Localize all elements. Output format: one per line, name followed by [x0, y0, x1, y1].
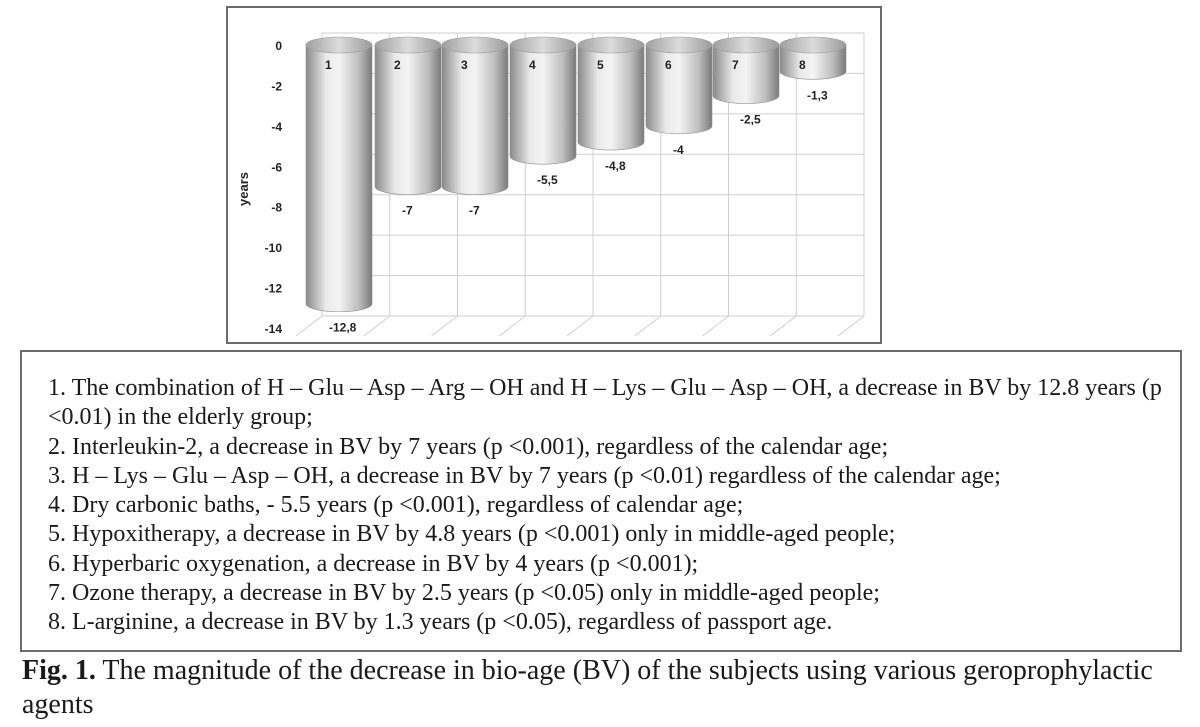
bar-cap	[779, 36, 847, 54]
value-label: -12,8	[329, 321, 357, 335]
bar-8: 8	[779, 36, 847, 80]
bar-body	[374, 44, 442, 195]
bar-cap	[374, 36, 442, 54]
value-label: -7	[402, 204, 413, 218]
bar-2: 2	[374, 36, 442, 195]
bar-cap	[577, 36, 645, 54]
bar-body	[712, 44, 780, 104]
bar-5: 5	[577, 36, 645, 151]
y-tick-label: -12	[265, 282, 283, 296]
bar-cap	[645, 36, 713, 54]
bar-body	[509, 44, 577, 165]
value-label: -2,5	[740, 113, 761, 127]
legend-item-7: 7. Ozone therapy, a decrease in BV by 2.…	[48, 580, 880, 607]
bar-cap	[305, 36, 373, 54]
y-axis-ticks: 0 -2 -4 -6 -8 -10 -12 -14	[265, 39, 283, 336]
bar-cap	[441, 36, 509, 54]
category-label: 6	[665, 58, 672, 72]
bar-cap	[509, 36, 577, 54]
floor-line	[363, 315, 391, 337]
value-labels: -12,8 -7 -7 -5,5 -4,8 -4 -2,5 -1,3	[329, 88, 828, 334]
bar-body	[577, 44, 645, 151]
figure-caption-text: The magnitude of the decrease in bio-age…	[22, 655, 1153, 720]
bar-body	[441, 44, 509, 195]
legend-item-3: 3. H – Lys – Glu – Asp – OH, a decrease …	[48, 462, 1001, 489]
bar-cap	[712, 36, 780, 54]
y-tick-label: -10	[265, 241, 283, 255]
category-label: 8	[799, 58, 806, 72]
figure-label: Fig. 1.	[22, 655, 96, 686]
y-tick-label: -6	[271, 160, 282, 174]
legend-item-2: 2. Interleukin-2, a decrease in BV by 7 …	[48, 433, 889, 460]
bar-body	[645, 44, 713, 135]
category-label: 4	[529, 58, 536, 72]
legend-item-8: 8. L-arginine, a decrease in BV by 1.3 y…	[48, 609, 833, 636]
bar-3: 3	[441, 36, 509, 195]
bar-4: 4	[509, 36, 577, 165]
floor-line	[431, 315, 458, 337]
floor-line	[566, 315, 594, 337]
category-label: 7	[732, 58, 739, 72]
floor-line	[769, 315, 797, 337]
legend-box: 1. The combination of H – Glu – Asp – Ar…	[20, 350, 1182, 652]
category-label: 2	[394, 58, 401, 72]
figure-caption: Fig. 1. The magnitude of the decrease in…	[22, 654, 1188, 722]
floor-line	[295, 315, 323, 337]
floor-line	[634, 315, 662, 337]
y-tick-label: -2	[271, 79, 282, 93]
bar-6: 6	[645, 36, 713, 135]
bar-7: 7	[712, 36, 780, 104]
legend-item-1: 1. The combination of H – Glu – Asp – Ar…	[48, 375, 1162, 431]
legend-item-6: 6. Hyperbaric oxygenation, a decrease in…	[48, 550, 699, 577]
value-label: -4	[673, 143, 684, 157]
category-label: 5	[597, 58, 604, 72]
y-tick-label: -8	[271, 201, 282, 215]
bar-body	[779, 44, 847, 80]
value-label: -1,3	[807, 88, 828, 102]
category-label: 3	[461, 58, 468, 72]
value-label: -4,8	[605, 159, 626, 173]
bar-body	[305, 44, 373, 313]
y-tick-label: 0	[275, 39, 282, 53]
floor-line	[498, 315, 526, 337]
bars: 1 2 3 4 5 6 7 8	[305, 36, 847, 313]
floor-line	[702, 315, 729, 337]
value-label: -5,5	[537, 173, 558, 187]
bar-1: 1	[305, 36, 373, 313]
y-axis-label: years	[236, 172, 251, 206]
value-label: -7	[469, 204, 480, 218]
y-tick-label: -14	[265, 322, 283, 336]
y-tick-label: -4	[271, 120, 282, 134]
floor-line	[837, 315, 865, 337]
legend-item-4: 4. Dry carbonic baths, - 5.5 years (p <0…	[48, 492, 744, 519]
category-label: 1	[325, 58, 332, 72]
legend-item-5: 5. Hypoxitherapy, a decrease in BV by 4.…	[48, 521, 896, 548]
